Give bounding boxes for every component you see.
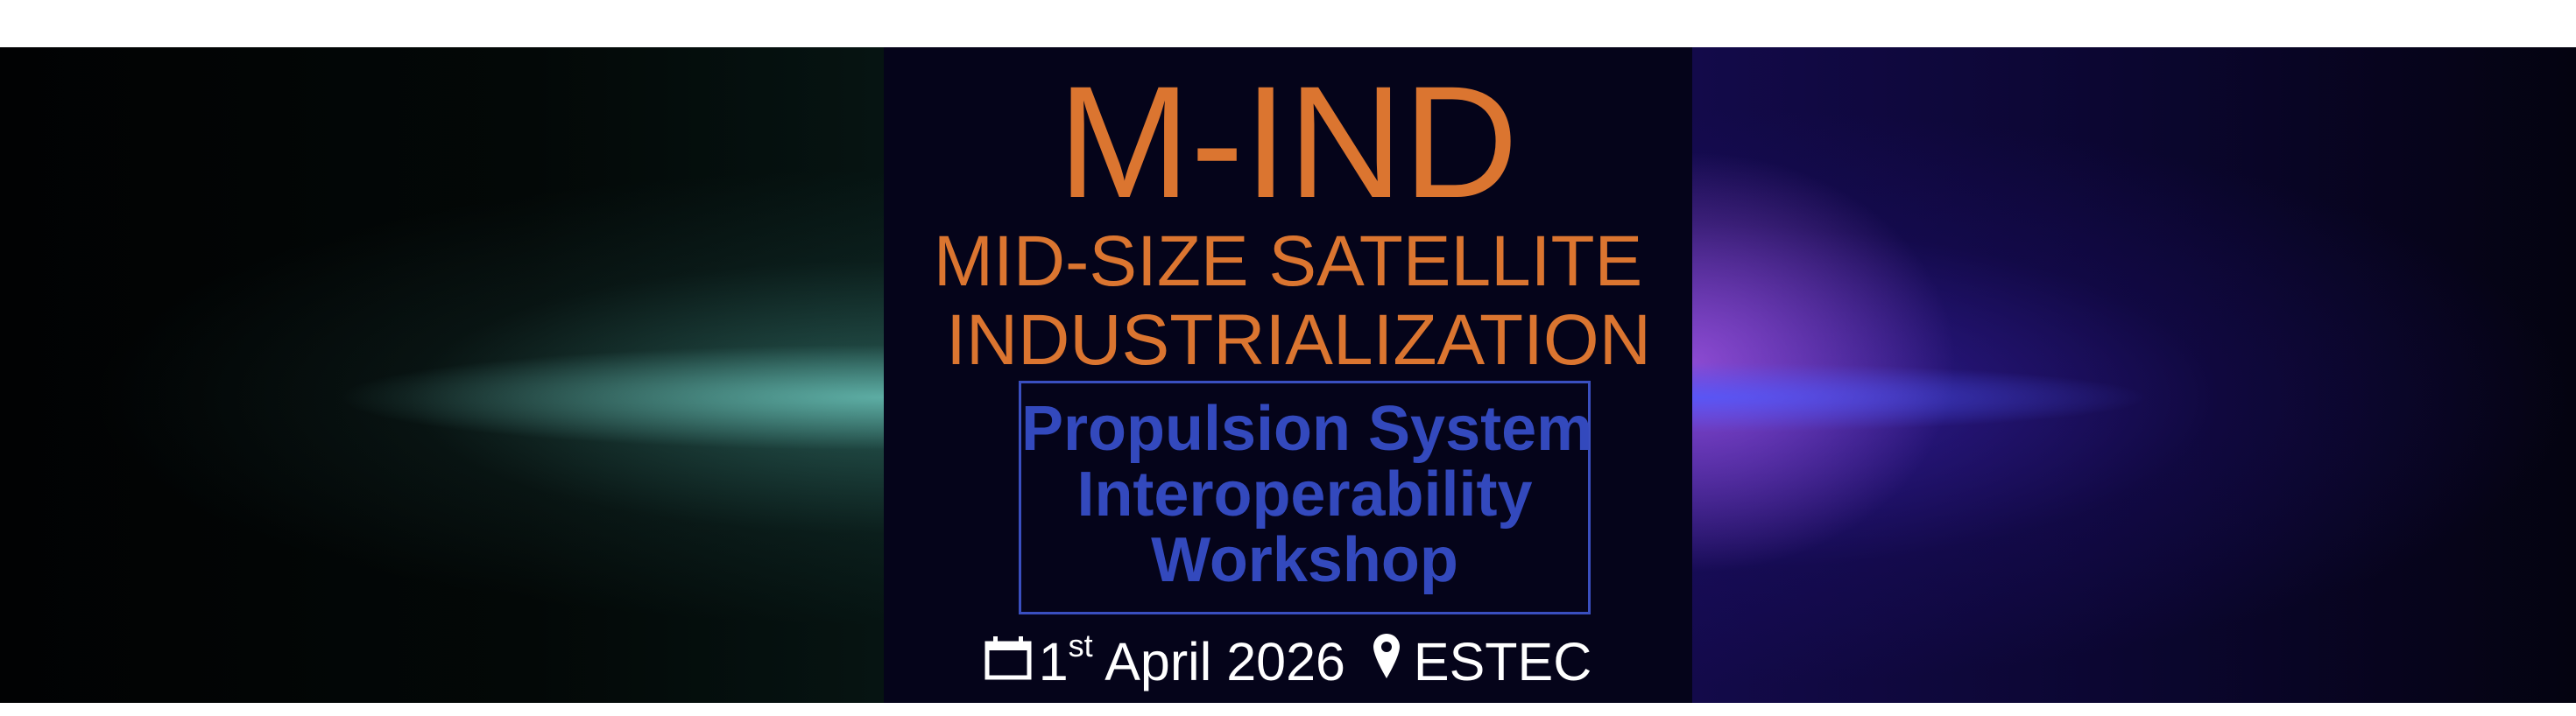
date-day: 1 [1038, 632, 1069, 691]
event-title-line-2: Interoperability [1076, 460, 1533, 530]
event-title-line-1: Propulsion System [1021, 394, 1593, 464]
date-month-year: April 2026 [1105, 632, 1345, 691]
event-details: 1st April 2026 ESTEC [884, 628, 1692, 695]
calendar-icon [985, 631, 1032, 692]
event-location: ESTEC [1413, 632, 1592, 691]
map-pin-icon [1372, 631, 1401, 692]
acronym-title: M-IND [1057, 53, 1519, 231]
subtitle-line-2: INDUSTRIALIZATION [946, 300, 1651, 380]
event-date: 1st April 2026 [1038, 628, 1345, 692]
date-suffix: st [1068, 628, 1093, 663]
event-box: Propulsion System Interoperability Works… [1019, 381, 1593, 614]
teal-plume-image [0, 47, 884, 703]
purple-plume-image [1692, 47, 2576, 703]
event-title-line-3: Workshop [1151, 525, 1458, 595]
subtitle-line-1: MID-SIZE SATELLITE [933, 221, 1643, 301]
center-panel: M-IND MID-SIZE SATELLITE INDUSTRIALIZATI… [884, 47, 1692, 703]
banner: M-IND MID-SIZE SATELLITE INDUSTRIALIZATI… [0, 47, 2576, 703]
